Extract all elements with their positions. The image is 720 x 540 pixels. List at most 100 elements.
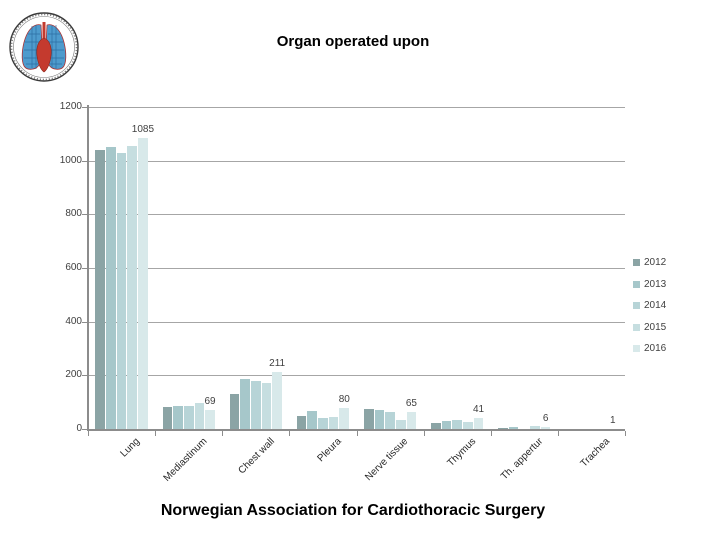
x-axis-tick [289,431,291,436]
bar-2015-0 [127,145,138,429]
bar-2016-6 [540,427,551,429]
x-category-label: Thymus [445,436,478,469]
data-label: 211 [269,358,286,370]
legend-label: 2016 [644,343,667,355]
x-category-label: Chest wall [236,436,277,477]
legend-item: 2016 [633,338,666,360]
bar-2016-4 [406,411,417,429]
gridline [88,321,625,323]
legend-item: 2015 [633,317,666,339]
bar-2013-5 [441,420,452,429]
x-category-label: Lung [118,436,143,460]
gridline [88,214,625,216]
lungs-heart-seal-icon [9,12,79,82]
x-axis-tick [557,431,559,436]
x-category-label: Trachea [578,436,613,470]
bar-2012-0 [95,149,106,429]
bar-2015-6 [530,426,540,429]
legend-item: 2012 [633,252,666,274]
y-axis-line [87,105,89,429]
x-axis-tick [155,431,157,436]
legend-item: 2013 [633,274,666,296]
bar-2014-2 [250,380,261,429]
x-category-label: Th. appertur [498,436,546,483]
legend-swatch-2013 [633,280,640,288]
bar-2013-3 [307,410,318,429]
x-axis-tick [88,431,89,436]
x-axis-tick [356,431,358,436]
legend-label: 2015 [644,321,667,333]
bar-2012-3 [296,415,307,429]
legend-swatch-2012 [633,259,640,267]
y-axis-tick [82,429,87,430]
legend-label: 2012 [644,257,667,269]
y-tick-label: 200 [65,369,82,381]
bar-2014-5 [452,419,462,429]
data-label: 80 [338,393,350,405]
gridline [88,375,625,377]
bar-2013-2 [240,379,250,429]
bar-2016-2 [272,372,282,429]
legend-label: 2013 [644,278,667,290]
x-category-label: Nerve tissue [363,436,411,484]
y-axis-tick [82,160,87,162]
footer-text: Norwegian Association for Cardiothoracic… [160,502,546,519]
legend-item: 2014 [633,295,666,317]
bar-2014-3 [318,418,328,429]
bar-2013-4 [374,410,385,429]
y-tick-label: 600 [65,262,82,273]
data-label: 6 [542,413,549,425]
legend-swatch-2014 [633,302,640,310]
bar-2016-1 [205,410,215,429]
x-axis-tick [490,431,492,436]
legend-swatch-2015 [633,323,640,331]
y-axis-tick [82,375,87,377]
bar-2013-1 [173,406,183,429]
bar-2015-5 [463,422,473,429]
data-label: 41 [472,403,485,415]
x-category-label: Pleura [315,436,344,465]
bar-2013-6 [508,426,519,429]
data-label: 65 [405,397,417,409]
gridline [88,160,625,162]
bar-2012-4 [363,408,374,429]
bar-2016-0 [138,137,148,429]
gridline [88,268,625,269]
x-axis-tick [625,431,626,436]
data-label: 69 [204,396,216,408]
bar-2014-4 [385,411,395,429]
bar-2015-2 [261,383,272,429]
y-axis-tick [82,214,87,216]
y-axis-tick [82,107,87,108]
y-tick-label: 1000 [59,154,82,166]
bar-2012-2 [229,394,240,429]
bar-2015-4 [395,419,406,429]
gridline [88,107,625,108]
x-axis-tick [222,431,224,436]
bar-2016-5 [473,417,484,429]
bar-2015-1 [194,402,205,429]
x-axis-tick [423,431,425,436]
x-category-label: Mediastinum [161,436,210,484]
legend-label: 2014 [644,300,667,312]
legend-swatch-2016 [633,345,640,353]
chart-title: Organ operated upon [276,33,430,50]
bar-2012-1 [162,406,173,429]
y-axis-tick [82,321,87,323]
bar-2014-1 [183,406,194,429]
y-tick-label: 1200 [59,101,82,112]
y-axis-tick [82,268,87,269]
bar-2013-0 [106,147,116,429]
bar-2014-0 [116,152,127,429]
x-axis-line [87,429,625,431]
chart-legend: 2012 2013 2014 2015 2016 [633,252,666,360]
society-logo [8,8,80,86]
bar-2016-3 [339,407,350,429]
y-tick-label: 0 [76,423,82,434]
bar-2012-6 [498,428,508,429]
bar-2012-5 [431,423,441,429]
data-label: 1085 [131,123,155,135]
bar-2015-3 [328,416,339,429]
y-tick-label: 800 [65,208,82,220]
